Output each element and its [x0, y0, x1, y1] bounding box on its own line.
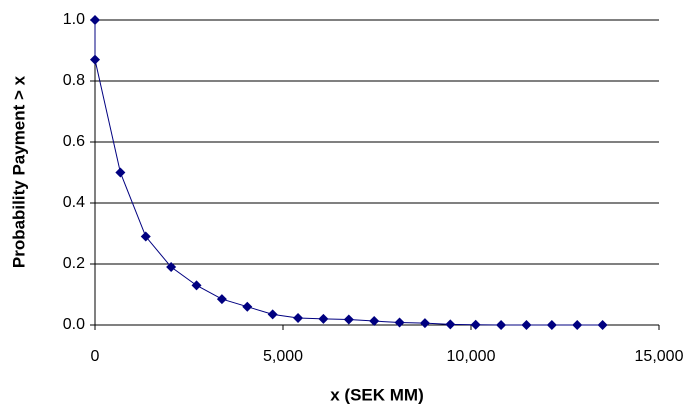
data-point — [90, 54, 100, 65]
data-point — [242, 301, 253, 312]
series-line — [94, 20, 603, 326]
data-point — [521, 320, 532, 330]
data-point — [90, 15, 100, 25]
data-point — [318, 313, 329, 324]
y-tick-label: 0.4 — [63, 194, 85, 211]
data-point — [572, 320, 583, 330]
data-point — [546, 320, 557, 330]
data-point — [216, 294, 227, 305]
x-tick-label: 15,000 — [635, 348, 684, 365]
data-point — [191, 280, 202, 291]
x-tick-label: 0 — [91, 348, 100, 365]
data-point — [343, 314, 354, 325]
y-axis-title: Probability Payment > x — [9, 75, 28, 268]
y-tick-label: 0.6 — [63, 133, 85, 150]
data-point — [267, 309, 278, 320]
data-point — [394, 317, 405, 328]
y-tick-label: 1.0 — [63, 11, 85, 28]
data-point — [597, 320, 608, 330]
data-point — [166, 262, 177, 273]
y-tick-label: 0.2 — [63, 255, 85, 272]
x-tick-label: 10,000 — [447, 348, 496, 365]
data-point — [140, 231, 151, 242]
data-point — [369, 316, 380, 327]
data-point — [445, 319, 456, 330]
data-point — [419, 318, 430, 329]
x-axis-title: x (SEK MM) — [330, 385, 424, 404]
data-point — [496, 320, 507, 330]
y-tick-label: 0.8 — [63, 72, 85, 89]
data-point — [293, 312, 304, 323]
y-tick-label: 0.0 — [63, 316, 85, 333]
x-tick-label: 5,000 — [263, 348, 303, 365]
data-point — [470, 319, 481, 330]
data-point — [115, 167, 126, 178]
